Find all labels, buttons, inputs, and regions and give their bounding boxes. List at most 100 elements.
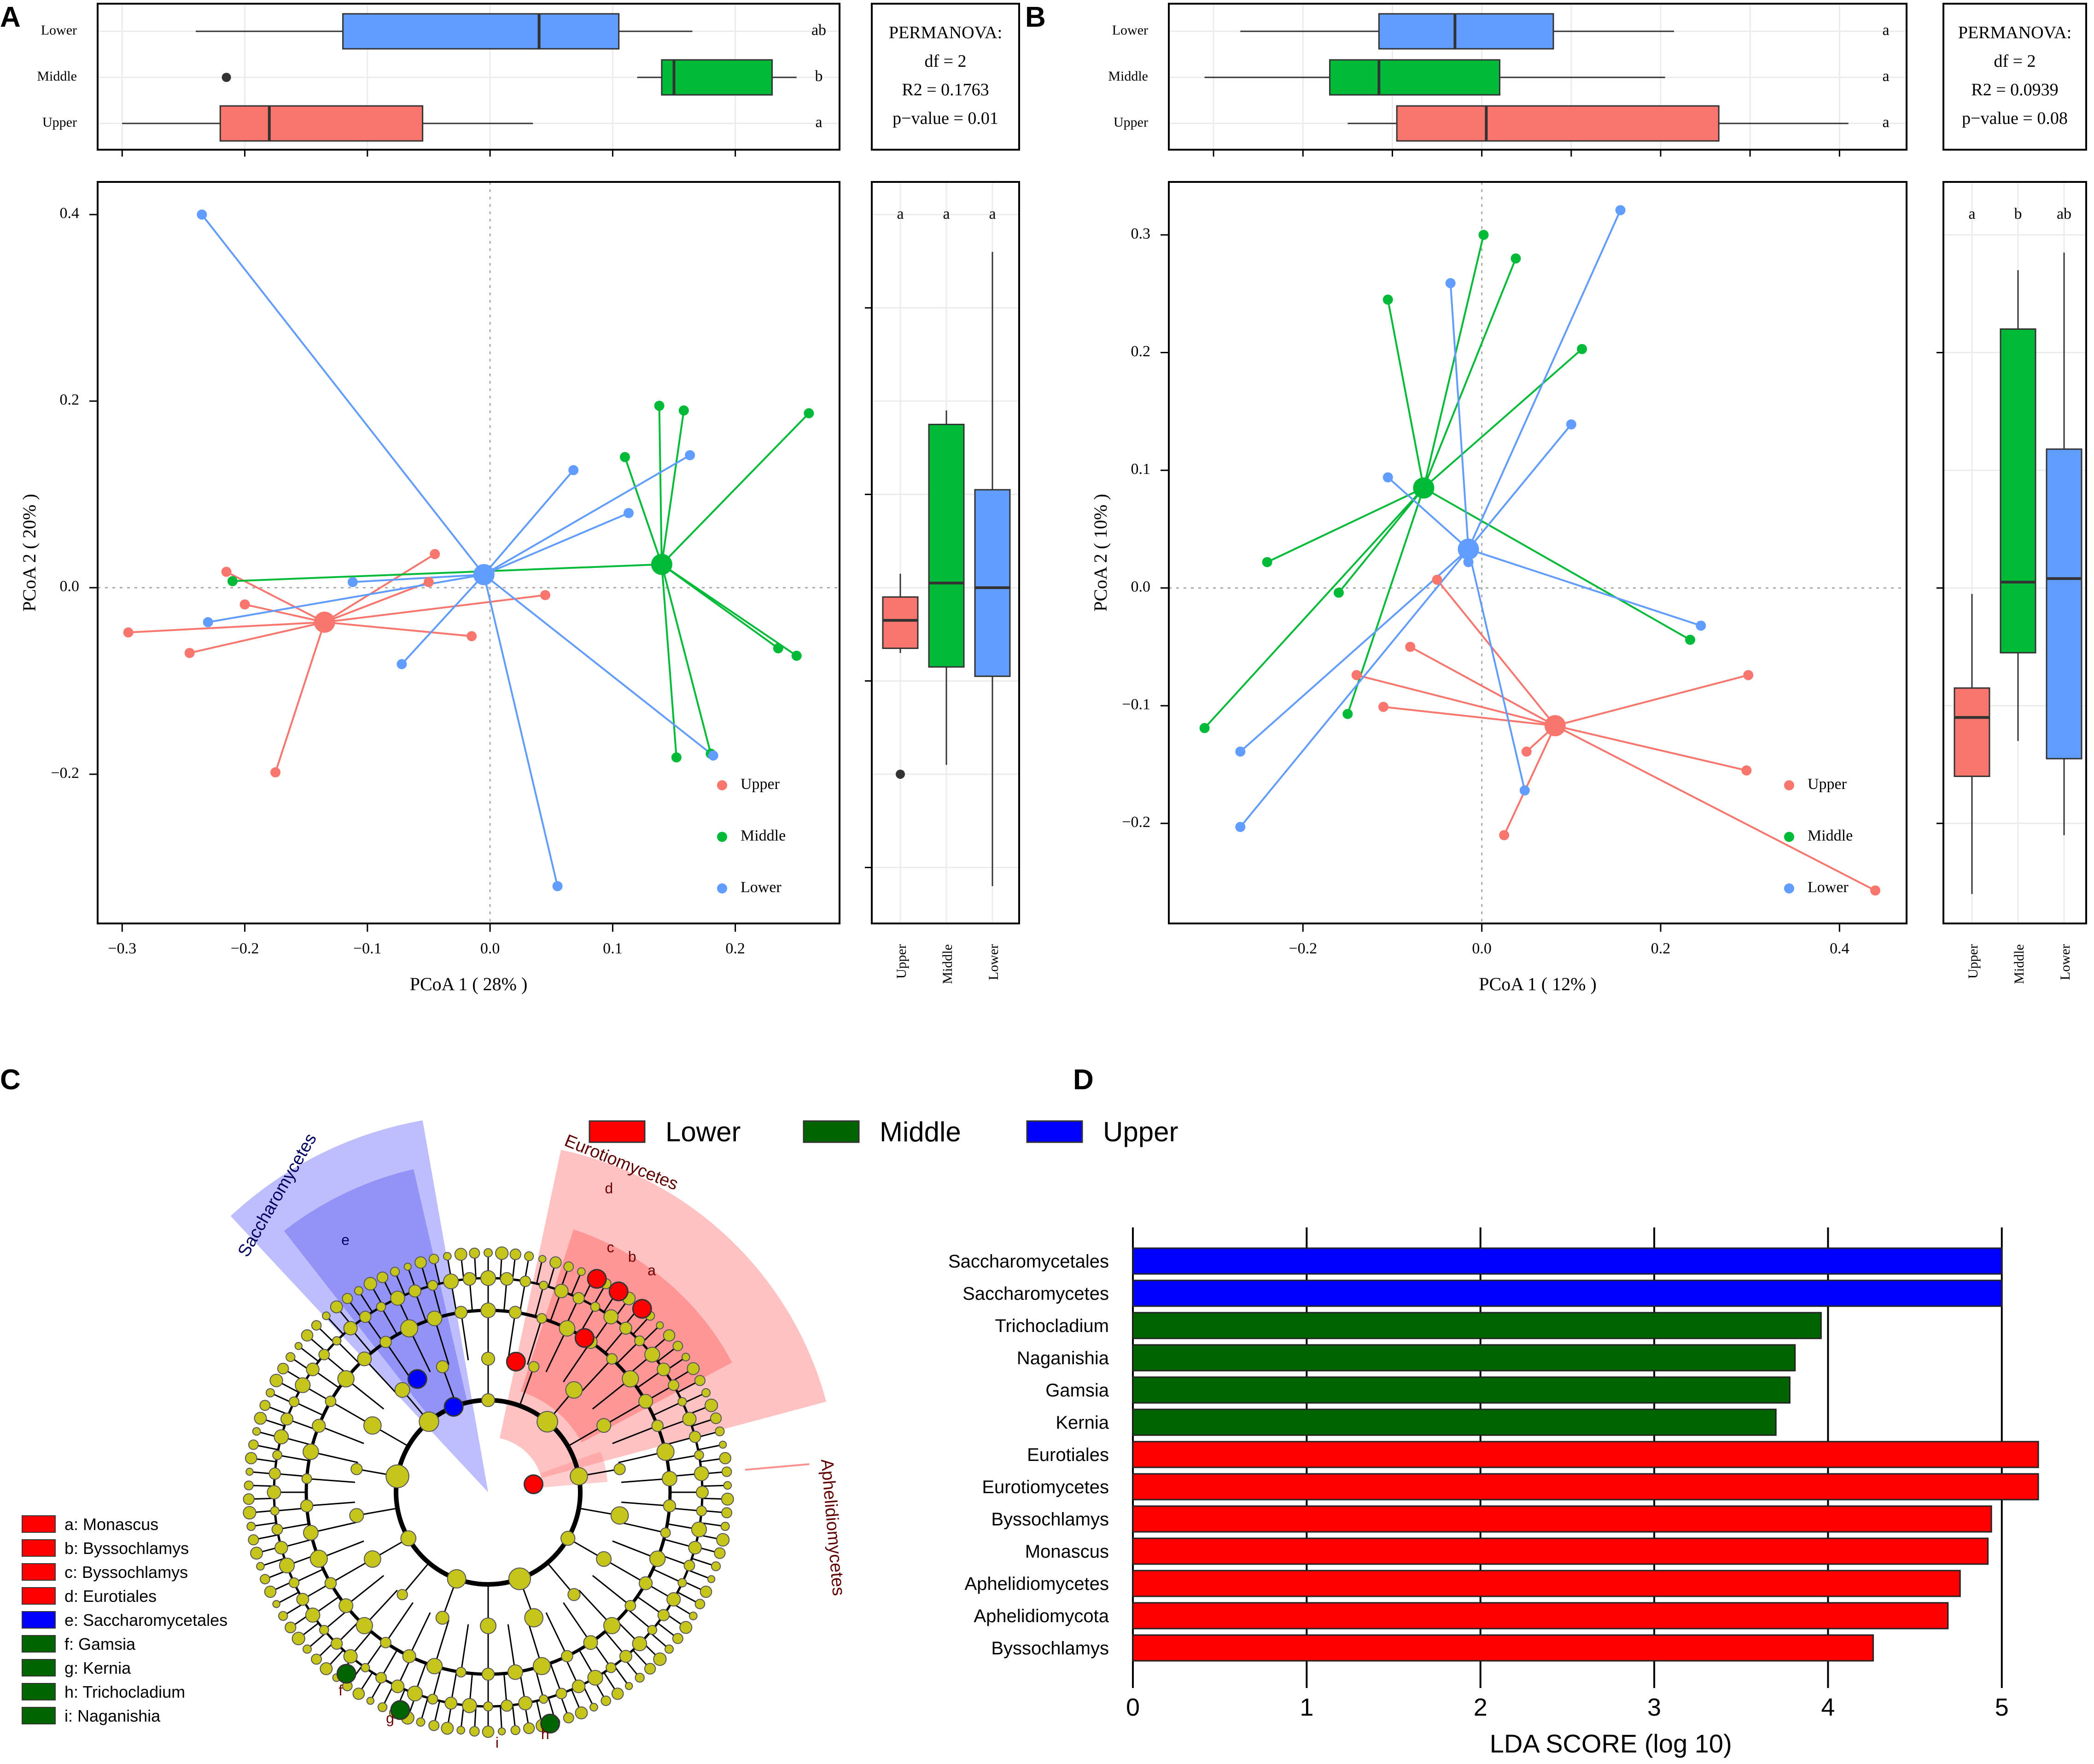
tree-node bbox=[320, 1662, 333, 1676]
tree-node bbox=[300, 1499, 314, 1513]
point-lower bbox=[552, 881, 563, 891]
tree-node bbox=[624, 1682, 633, 1690]
lda-bar-lower bbox=[1132, 1602, 1949, 1630]
box-lower bbox=[2046, 448, 2082, 759]
point-upper bbox=[1405, 642, 1416, 652]
lda-bar-middle bbox=[1132, 1344, 1796, 1372]
tree-node bbox=[279, 1557, 295, 1574]
tree-node bbox=[454, 1306, 468, 1319]
biomarker-node-lower bbox=[574, 1328, 595, 1348]
top-box-letter: ab bbox=[811, 22, 826, 39]
tree-node bbox=[707, 1575, 716, 1583]
key-swatch-middle bbox=[22, 1659, 56, 1676]
panel-c: C Lower Middle Upper abc d e f g h i Saccharomycete… bbox=[0, 1064, 1178, 1751]
permanova-line-2: df = 2 bbox=[1994, 52, 2036, 71]
key-swatch-lower bbox=[22, 1563, 56, 1581]
tree-node bbox=[661, 1471, 677, 1487]
tree-node bbox=[311, 1320, 322, 1331]
tree-node bbox=[400, 1530, 417, 1547]
tree-node bbox=[380, 1636, 391, 1648]
right-box-group-label: Lower bbox=[986, 944, 1001, 980]
tree-node bbox=[301, 1473, 312, 1484]
biomarker-node-lower bbox=[506, 1351, 526, 1372]
point-upper bbox=[423, 577, 434, 587]
spoke-lower bbox=[1387, 476, 1469, 550]
legend-marker-upper bbox=[1784, 780, 1794, 790]
tree-node bbox=[254, 1412, 267, 1425]
tree-node bbox=[245, 1467, 254, 1476]
tree-node bbox=[509, 1248, 521, 1261]
tree-node bbox=[403, 1262, 412, 1271]
point-lower bbox=[1382, 472, 1393, 483]
point-lower bbox=[1445, 278, 1456, 288]
tree-node bbox=[270, 1506, 280, 1516]
spoke-middle bbox=[661, 563, 797, 657]
right-box-letter: b bbox=[2014, 205, 2022, 222]
point-upper bbox=[467, 631, 477, 642]
point-middle bbox=[1342, 709, 1353, 719]
tree-node bbox=[589, 1703, 598, 1712]
tree-node bbox=[696, 1505, 707, 1517]
tree-node bbox=[694, 1466, 709, 1481]
tree-branch bbox=[385, 1602, 414, 1643]
tree-branch bbox=[306, 1501, 355, 1507]
legend-label-upper: Upper bbox=[1808, 776, 1847, 793]
lda-bar-label: Eurotiales bbox=[1027, 1445, 1109, 1465]
tree-branch bbox=[507, 1624, 516, 1672]
tree-node bbox=[426, 1310, 443, 1326]
tree-node bbox=[274, 1541, 288, 1555]
x-axis-label: PCoA 1 ( 12% ) bbox=[1479, 974, 1597, 994]
tree-branch bbox=[408, 1612, 431, 1657]
permanova-frame bbox=[1942, 3, 2087, 151]
x-tick-label: 0.0 bbox=[480, 940, 500, 957]
panel-label-c: C bbox=[0, 1064, 21, 1096]
tree-node bbox=[510, 1725, 520, 1735]
lda-tick-label: 4 bbox=[1821, 1694, 1835, 1721]
permanova-box: PERMANOVA: df = 2 R2 = 0.1763 p−value = 0.0… bbox=[871, 3, 1020, 151]
tree-node bbox=[634, 1335, 645, 1346]
point-middle bbox=[678, 405, 689, 416]
tree-node bbox=[528, 1361, 540, 1373]
tree-node bbox=[619, 1650, 632, 1663]
x-tick-label: −0.2 bbox=[231, 940, 259, 957]
lda-tick-label: 2 bbox=[1474, 1694, 1487, 1721]
tree-node bbox=[426, 1658, 443, 1675]
key-label: i: Naganishia bbox=[64, 1706, 161, 1725]
tree-node bbox=[428, 1720, 440, 1731]
tree-node bbox=[710, 1412, 722, 1424]
tree-branch bbox=[653, 1568, 683, 1583]
top-box-letter: a bbox=[1882, 68, 1889, 85]
point-upper bbox=[1499, 830, 1510, 841]
tree-node bbox=[519, 1275, 531, 1287]
tree-node bbox=[495, 1246, 509, 1260]
point-middle bbox=[227, 576, 238, 586]
permanova-line-3: R2 = 0.0939 bbox=[1971, 80, 2058, 99]
pcoa-plot: −0.2 0.0 0.2 0.4 −0.2 −0.1 0.0 0.1 0.2 0.3 PCoA 1 … bbox=[1090, 181, 1907, 994]
lda-x-axis-label: LDA SCORE (log 10) bbox=[1490, 1729, 1732, 1758]
tree-node bbox=[454, 1248, 467, 1261]
lda-bar-lower bbox=[1132, 1441, 2039, 1468]
tree-node bbox=[691, 1521, 707, 1537]
x-tick-label: 0.4 bbox=[1830, 940, 1849, 957]
point-middle bbox=[1382, 294, 1393, 305]
spoke-middle bbox=[1423, 258, 1517, 489]
tree-node bbox=[663, 1329, 676, 1342]
top-boxplot: Lower ab Middle b Upper a bbox=[37, 3, 840, 157]
y-tick-label: 0.4 bbox=[60, 205, 80, 222]
lda-bar-label: Trichocladium bbox=[995, 1316, 1109, 1336]
spoke-upper bbox=[324, 581, 429, 623]
node-letter-f: f bbox=[338, 1682, 343, 1699]
tree-node bbox=[325, 1396, 337, 1407]
box-upper bbox=[1954, 687, 1990, 777]
permanova-line-1: PERMANOVA: bbox=[1958, 23, 2071, 42]
tree-node bbox=[653, 1652, 667, 1666]
tree-node bbox=[539, 1280, 548, 1290]
point-upper bbox=[1741, 765, 1752, 776]
tree-node bbox=[483, 1701, 493, 1711]
clade-sector-saccharomycetes bbox=[230, 1120, 488, 1492]
tree-node bbox=[349, 1508, 364, 1523]
biomarker-node-upper bbox=[407, 1369, 427, 1389]
spoke-middle bbox=[1423, 487, 1691, 641]
point-lower bbox=[708, 750, 718, 761]
